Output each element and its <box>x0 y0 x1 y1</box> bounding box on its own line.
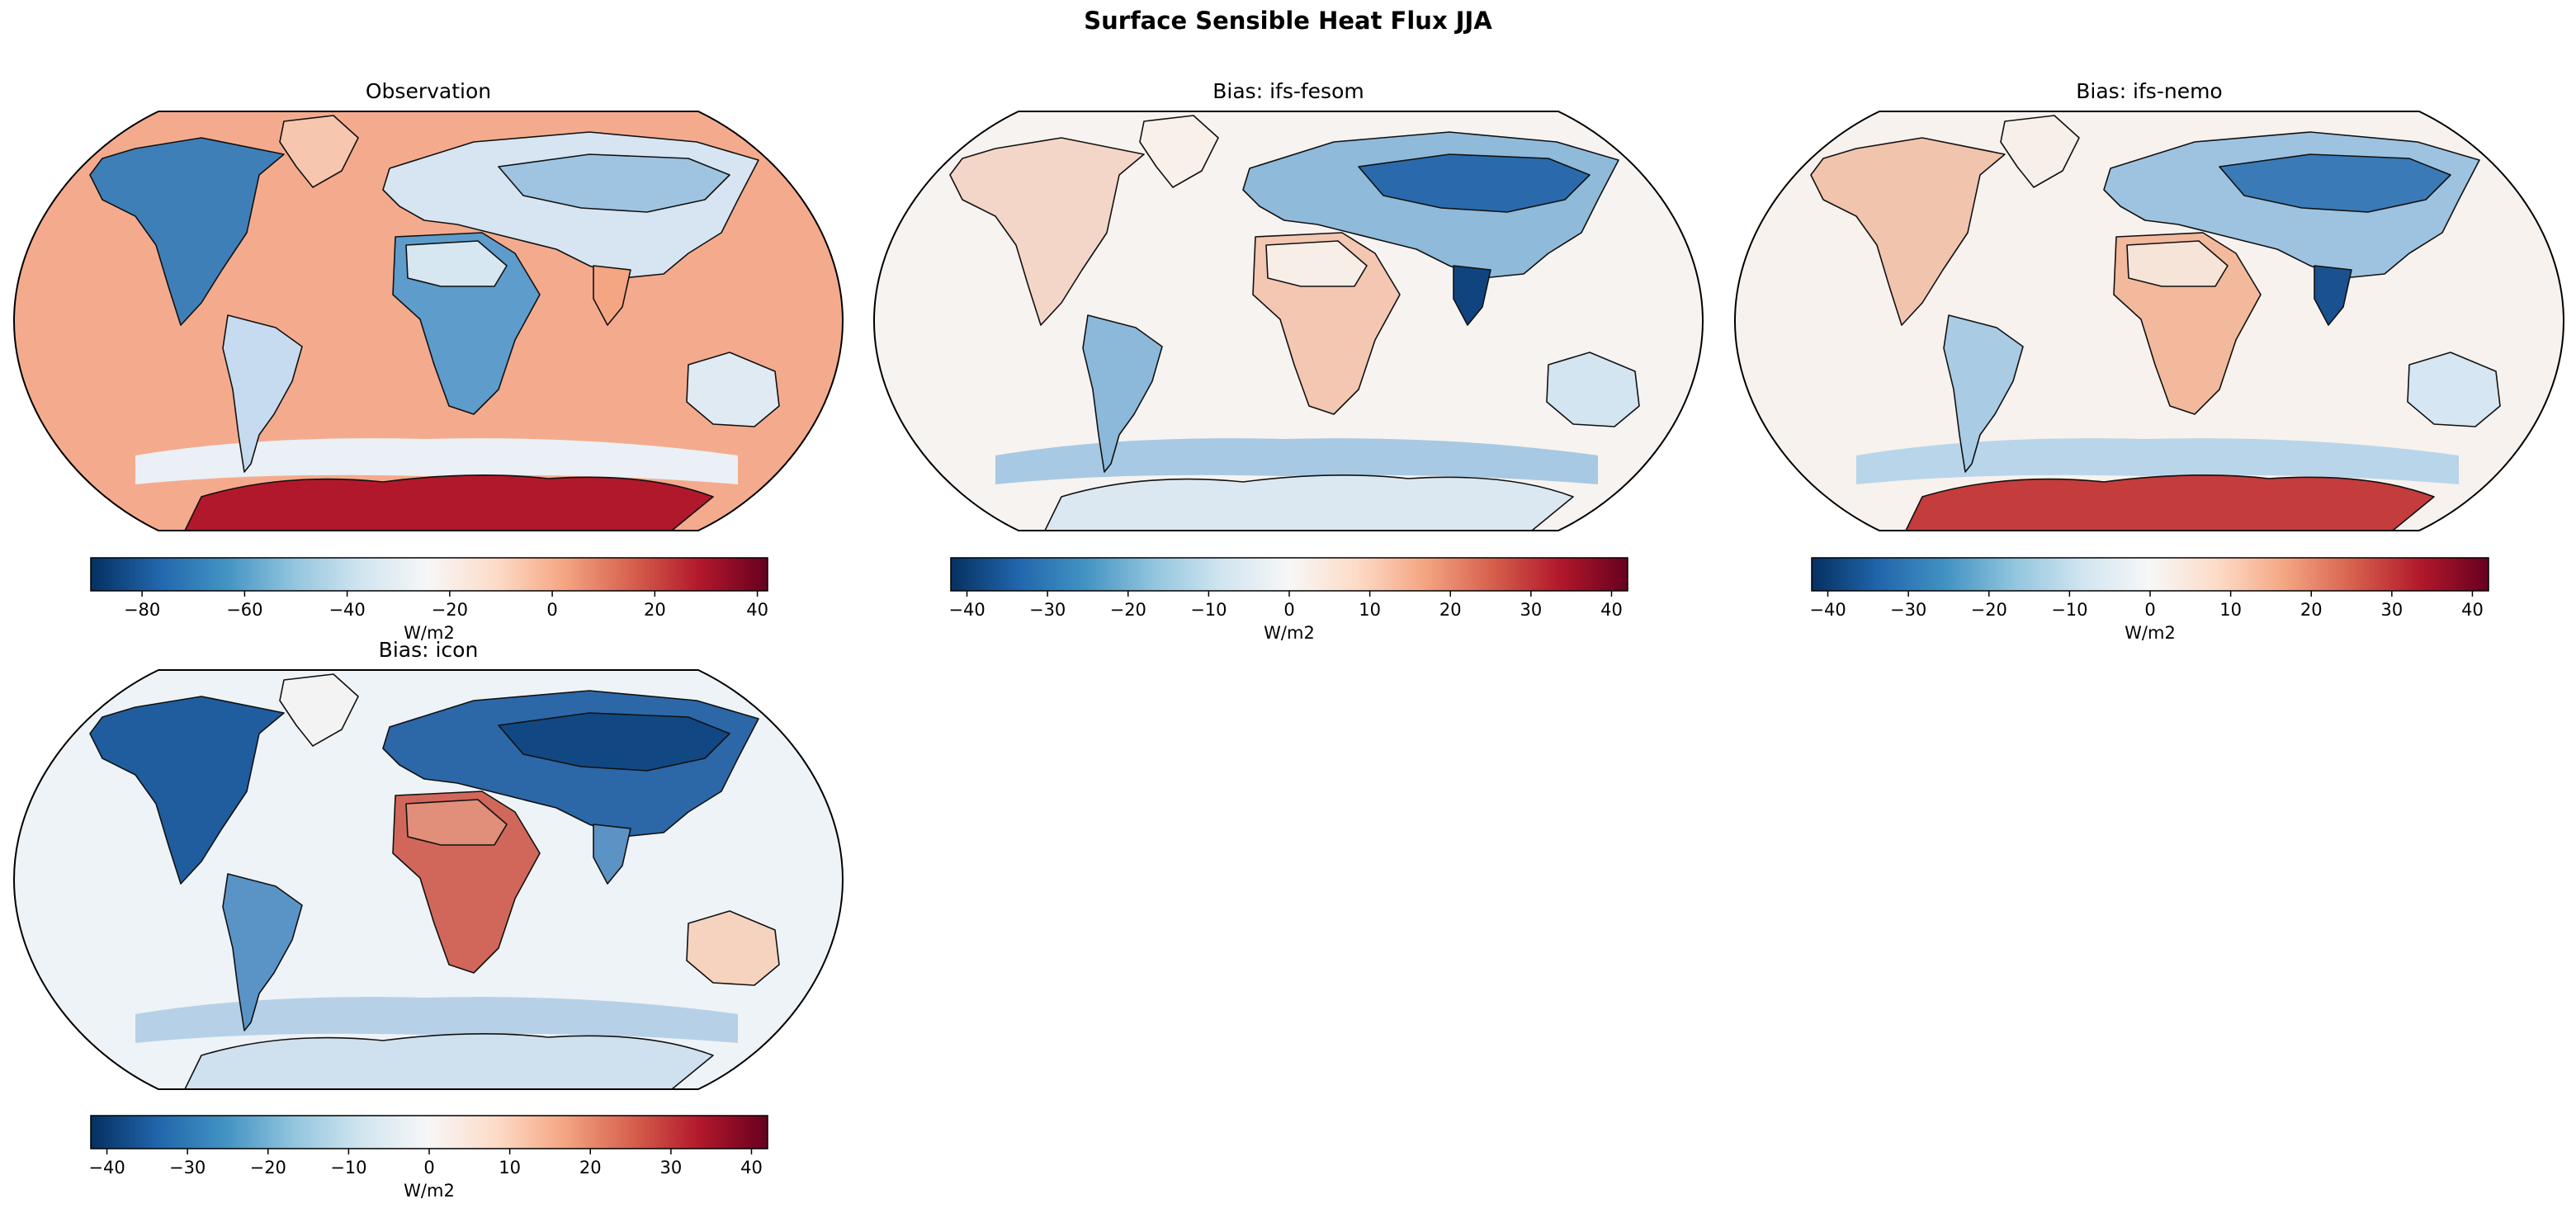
colorbar-tick-label: 0 <box>1283 600 1294 620</box>
colorbar-tick-label: 0 <box>423 1158 434 1178</box>
colorbar-tick-label: 20 <box>2300 600 2323 620</box>
region-south-america <box>222 873 303 1031</box>
colorbar-tick-label: 40 <box>2461 600 2484 620</box>
colorbar-tick-label: −10 <box>2051 600 2087 620</box>
region-siberia <box>498 153 730 213</box>
colorbar-tick-label: 10 <box>499 1158 521 1178</box>
region-sahara <box>405 240 508 287</box>
region-greenland <box>279 115 359 188</box>
colorbar-tick-label: −20 <box>250 1158 286 1178</box>
region-antarctica <box>184 474 714 531</box>
colorbar-tick-label: 20 <box>644 600 666 620</box>
colorbar-tick-label: 30 <box>2380 600 2403 620</box>
region-south-america <box>222 314 303 473</box>
region-southern-band <box>1856 438 2459 484</box>
region-sahara <box>2126 240 2229 287</box>
colorbar-gradient <box>1811 557 2489 592</box>
region-australia <box>686 910 780 986</box>
region-australia <box>1546 352 1640 427</box>
region-south-america <box>1943 314 2024 473</box>
region-siberia <box>498 712 730 772</box>
colorbar-tick-label: −80 <box>124 600 160 620</box>
map-frame <box>12 111 844 531</box>
colorbar-tick-label: −20 <box>1110 600 1146 620</box>
region-greenland <box>2000 115 2080 188</box>
colorbar-ifs-fesom: −40 −30 −20 −10 0 10 20 30 40 W/m2 <box>948 557 1628 643</box>
region-australia <box>686 352 780 427</box>
panel-title-icon: Bias: icon <box>378 638 479 662</box>
panel-title-observation: Observation <box>365 79 492 103</box>
colorbar-gradient <box>90 1115 768 1149</box>
colorbar-tick-label: 20 <box>1439 600 1462 620</box>
map-frame <box>872 111 1704 531</box>
colorbar-tick-label: 40 <box>1600 600 1623 620</box>
colorbar-unit-label: W/m2 <box>2125 623 2176 643</box>
region-north-america <box>89 137 285 326</box>
colorbar-tick-label: 30 <box>1520 600 1542 620</box>
region-india <box>2314 265 2352 326</box>
colorbar-tick-label: −10 <box>1190 600 1227 620</box>
region-siberia <box>1358 153 1591 213</box>
region-sahara <box>405 799 508 846</box>
colorbar-tick-label: −10 <box>330 1158 366 1178</box>
colorbar-tick-label: 20 <box>579 1158 602 1178</box>
region-india <box>593 265 631 326</box>
colorbar-gradient <box>90 557 768 592</box>
colorbar-tick-label: 30 <box>659 1158 682 1178</box>
colorbar-tick-label: −60 <box>226 600 262 620</box>
colorbar-gradient <box>950 557 1628 592</box>
region-north-america <box>949 137 1145 326</box>
region-southern-band <box>135 438 738 484</box>
region-india <box>593 824 631 885</box>
panel-title-ifs-fesom: Bias: ifs-fesom <box>1212 79 1364 103</box>
colorbar-tick-label: 10 <box>1359 600 1381 620</box>
region-sahara <box>1265 240 1368 287</box>
region-greenland <box>279 673 359 747</box>
colorbar-ifs-nemo: −40 −30 −20 −10 0 10 20 30 40 W/m2 <box>1809 557 2489 643</box>
colorbar-unit-label: W/m2 <box>404 623 455 643</box>
colorbar-tick-label: 0 <box>2144 600 2155 620</box>
colorbar-tick-label: −30 <box>169 1158 206 1178</box>
region-india <box>1453 265 1491 326</box>
map-ifs-fesom <box>872 111 1704 531</box>
region-southern-band <box>135 997 738 1043</box>
map-observation <box>12 111 844 531</box>
colorbar-unit-label: W/m2 <box>1264 623 1315 643</box>
colorbar-tick-label: 40 <box>740 1158 763 1178</box>
colorbar-observation: −80 −60 −40 −20 0 20 40 W/m2 <box>90 557 768 643</box>
region-antarctica <box>184 1033 714 1089</box>
map-frame <box>12 669 844 1090</box>
colorbar-tick-label: −40 <box>88 1158 125 1178</box>
map-ifs-nemo <box>1733 111 2565 531</box>
colorbar-icon: −40 −30 −20 −10 0 10 20 30 40 W/m2 <box>88 1115 768 1201</box>
panel-title-ifs-nemo: Bias: ifs-nemo <box>2076 79 2223 103</box>
colorbar-tick-label: −20 <box>1971 600 2007 620</box>
colorbar-tick-label: 0 <box>546 600 557 620</box>
colorbar-tick-label: −20 <box>432 600 468 620</box>
colorbar-tick-label: 40 <box>746 600 768 620</box>
figure-title: Surface Sensible Heat Flux JJA <box>1084 7 1492 35</box>
map-frame <box>1733 111 2565 531</box>
colorbar-tick-label: −30 <box>1029 600 1066 620</box>
colorbar-tick-label: −40 <box>328 600 365 620</box>
region-south-america <box>1082 314 1163 473</box>
region-siberia <box>2219 153 2451 213</box>
region-antarctica <box>1044 474 1574 531</box>
colorbar-tick-label: −30 <box>1890 600 1926 620</box>
colorbar-tick-label: 10 <box>2219 600 2242 620</box>
region-north-america <box>89 696 285 885</box>
colorbar-tick-label: −40 <box>1809 600 1846 620</box>
region-australia <box>2407 352 2501 427</box>
colorbar-unit-label: W/m2 <box>404 1181 455 1201</box>
map-icon <box>12 669 844 1090</box>
region-greenland <box>1139 115 1219 188</box>
colorbar-tick-label: −40 <box>948 600 985 620</box>
region-antarctica <box>1905 474 2435 531</box>
region-southern-band <box>995 438 1598 484</box>
region-north-america <box>1810 137 2006 326</box>
